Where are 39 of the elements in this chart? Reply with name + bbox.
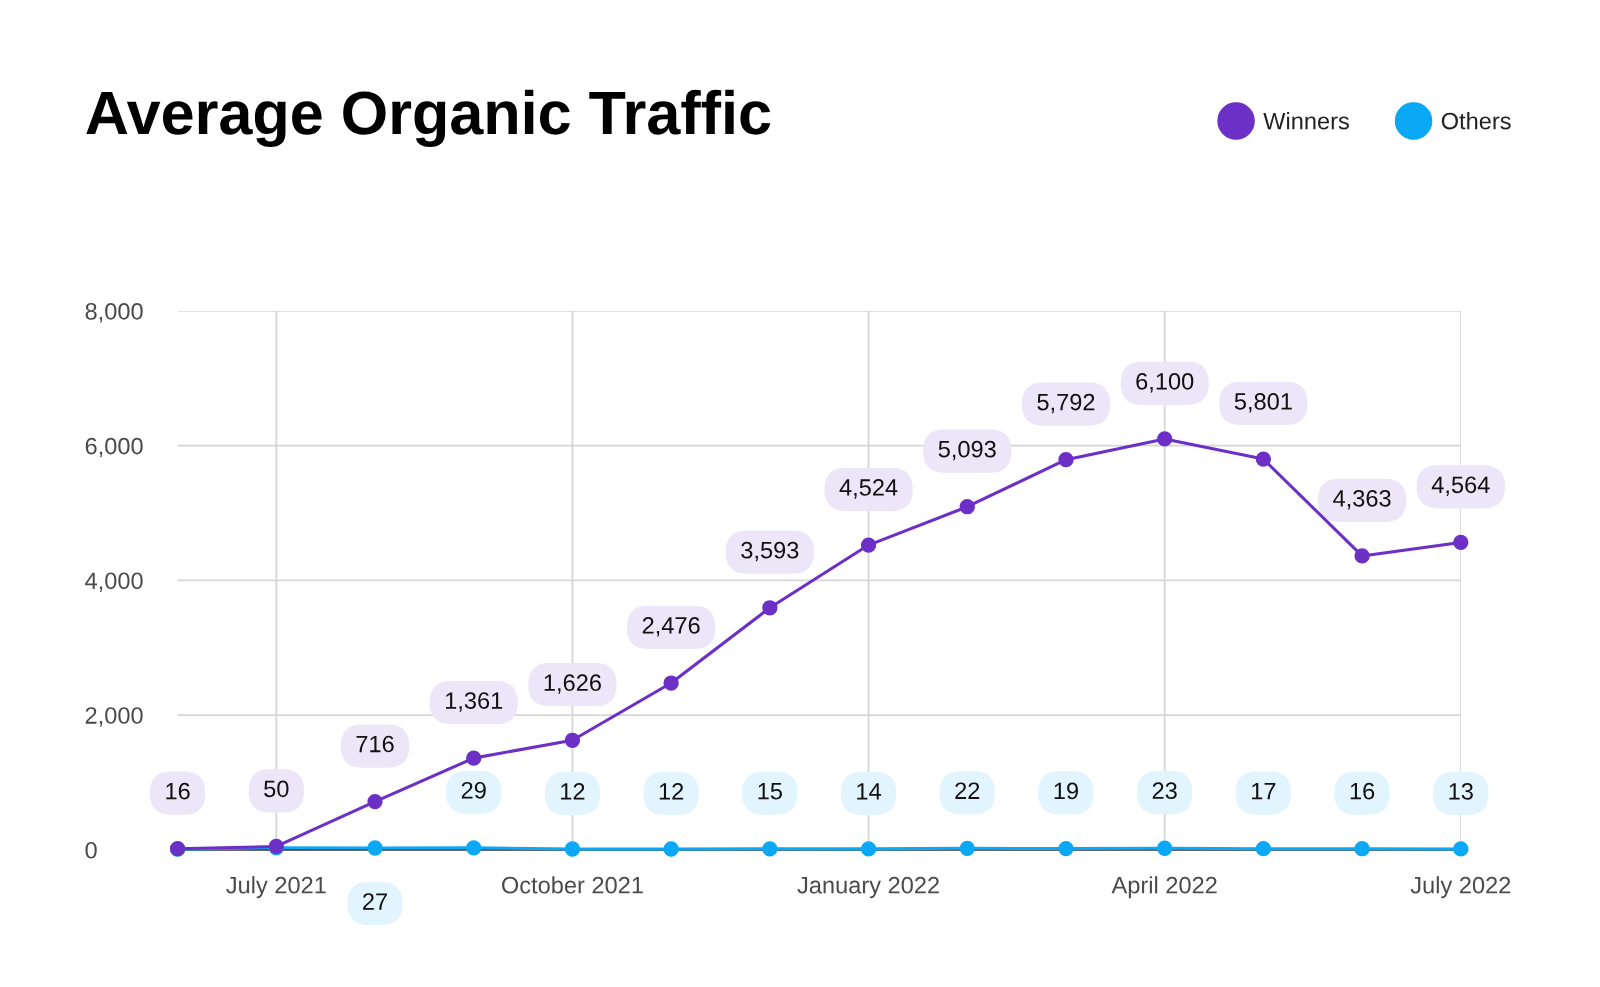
- data-label: 16: [166, 782, 190, 800]
- data-label: 5,801: [1234, 393, 1292, 413]
- data-label: 2,476: [642, 617, 700, 637]
- data-label: 19: [1054, 782, 1078, 800]
- data-label: 50: [264, 780, 289, 798]
- data-label: 5,792: [1037, 393, 1095, 414]
- x-tick-label: October 2021: [502, 876, 643, 894]
- data-label: 27: [363, 893, 387, 910]
- y-tick-label: 4,000: [85, 572, 143, 592]
- x-tick-label: January 2022: [797, 876, 939, 899]
- x-tick-label: April 2022: [1111, 876, 1217, 899]
- data-label: 22: [955, 782, 980, 799]
- data-label: 5,093: [938, 440, 996, 461]
- data-label: 13: [1449, 782, 1473, 800]
- legend-label: Others: [1441, 112, 1511, 130]
- data-label: 12: [659, 783, 684, 800]
- legend-label: Winners: [1263, 112, 1349, 130]
- x-tick-label: July 2022: [1410, 876, 1511, 899]
- y-tick-label: 0: [85, 841, 97, 859]
- data-label: 29: [461, 781, 486, 799]
- x-tick-label: July 2021: [226, 876, 326, 899]
- data-label: 1,361: [445, 692, 503, 712]
- data-label: 4,363: [1333, 489, 1391, 510]
- data-label: 15: [758, 783, 782, 800]
- data-label: 23: [1152, 782, 1177, 800]
- y-tick-label: 8,000: [85, 302, 143, 323]
- data-label: 16: [1350, 782, 1375, 800]
- data-label: 3,593: [741, 541, 799, 562]
- chart-title: Average Organic Traffic: [86, 89, 771, 148]
- data-label: 6,100: [1136, 372, 1194, 393]
- y-tick-label: 6,000: [85, 437, 143, 458]
- data-label: 1,626: [544, 674, 601, 694]
- data-label: 716: [356, 735, 394, 753]
- y-tick-label: 2,000: [85, 707, 143, 727]
- data-label: 4,564: [1431, 476, 1490, 496]
- data-label: 4,524: [839, 479, 898, 499]
- data-label: 14: [857, 783, 881, 800]
- data-label: 12: [561, 783, 585, 800]
- data-label: 17: [1252, 782, 1276, 800]
